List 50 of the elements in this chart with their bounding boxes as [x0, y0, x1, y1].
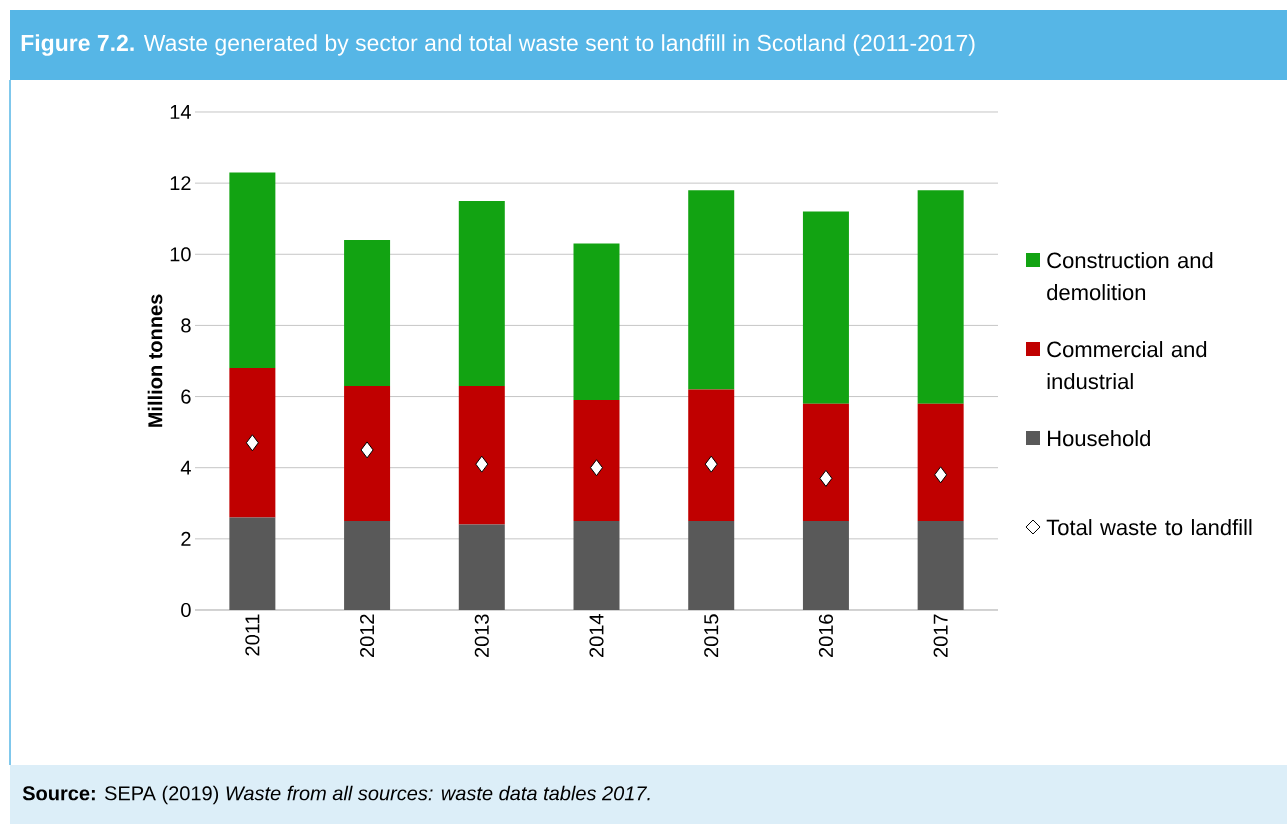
bar: [458, 200, 505, 386]
bar: [344, 521, 391, 610]
bar: [688, 521, 735, 610]
x-tick-label: 2015: [704, 614, 719, 658]
y-tick-label: 0: [181, 602, 191, 618]
legend-label: Construction and demolition: [1047, 252, 1213, 301]
bar: [344, 240, 391, 386]
bar: [344, 385, 391, 522]
y-tick-label: 12: [170, 176, 191, 191]
legend-label: Household: [1048, 430, 1150, 447]
bar: [688, 190, 735, 390]
x-tick-label: 2014: [589, 614, 604, 658]
chart-title: Figure 7.2. Waste generated by sector and total waste sent to landfill in Scotland (2011-2017): [21, 34, 975, 56]
y-tick-label: 6: [181, 389, 191, 404]
bar: [802, 521, 849, 610]
bar: [917, 521, 964, 610]
bar: [917, 190, 964, 404]
point: [819, 469, 833, 487]
x-tick-label: 2011: [245, 614, 260, 656]
point: [360, 441, 374, 459]
point: [245, 434, 259, 452]
legend-label: Total waste to landfill: [1046, 519, 1252, 536]
bar: [229, 517, 276, 610]
bar: [573, 521, 620, 610]
bar: [917, 403, 964, 522]
point: [934, 466, 948, 484]
point: [590, 459, 604, 477]
y-tick-label: 8: [181, 318, 191, 333]
bar: [458, 385, 505, 525]
bar: [229, 172, 276, 369]
y-tick-label: 2: [181, 531, 191, 546]
bar: [573, 243, 620, 401]
bar: [688, 389, 735, 522]
bar: [229, 368, 276, 518]
x-tick-label: 2017: [933, 614, 948, 658]
bar: [802, 403, 849, 522]
point: [475, 455, 489, 473]
x-tick-label: 2016: [818, 614, 834, 658]
point: [704, 455, 718, 473]
text: Source: SEPA (2019) Waste from all sources: waste data tables 2017.: [22, 785, 650, 805]
legend-label: Commercial and industrial: [1047, 341, 1207, 390]
y-tick-label: 14: [170, 105, 191, 119]
bar: [573, 400, 620, 522]
y-tick-label: 4: [180, 460, 191, 475]
bar: [802, 211, 849, 404]
x-tick-label: 2012: [360, 614, 375, 658]
y-axis-title: Million tonnes: [147, 294, 163, 427]
bar: [458, 524, 505, 610]
y-tick-label: 10: [170, 247, 191, 262]
x-tick-label: 2013: [474, 614, 489, 658]
